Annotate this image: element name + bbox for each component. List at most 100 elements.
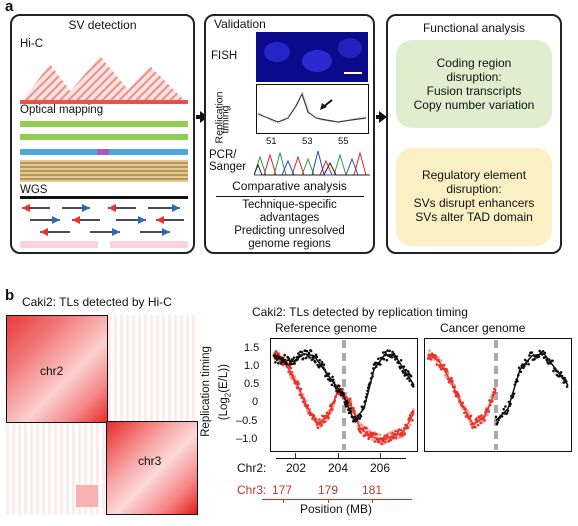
chr2-ref-point (390, 356, 394, 359)
flow-arrow-1-shaft (196, 115, 201, 119)
chr3-tick-mark-3 (372, 499, 373, 503)
chr3-cancer-line-point (469, 414, 473, 418)
rt-chart-title: Caki2: TLs detected by replication timin… (252, 305, 468, 319)
chr3-ref-line-point (378, 440, 381, 444)
chr3-ref-line-point (380, 442, 383, 446)
sv-detection-box: SV detection Hi-C Optical mapping WGS (10, 14, 195, 254)
chr2-axis-line (276, 458, 406, 459)
chr3-ref-point (305, 409, 309, 412)
chr2-ref-point (304, 356, 308, 360)
hic-translocation-signal (76, 485, 98, 507)
sanger-chromatogram (254, 150, 370, 176)
chr2-ref-point (308, 356, 311, 359)
chr3-ref-line-point (411, 410, 415, 413)
chr2-tick-202: 202 (286, 461, 307, 475)
optical-track-highlight (97, 149, 109, 155)
wgs-pink-bar-2 (110, 241, 188, 248)
chr2-ref-point (274, 361, 277, 364)
chr3-ref-line-point (384, 440, 387, 444)
chr3-ref-line-point (299, 387, 303, 391)
chr2-cancer-point (528, 354, 531, 357)
chr2-ref-point (293, 362, 296, 365)
fish-scale-bar (344, 72, 362, 74)
chr2-ref-point (358, 417, 361, 420)
chr3-ref-point (408, 423, 412, 426)
chr2-ref-point (300, 350, 304, 354)
chr3-cancer-point (453, 383, 456, 387)
chr2-ref-point (337, 384, 341, 388)
y-axis-label-2: (Log2(E/L)) (218, 364, 232, 420)
chr2-ref-point (399, 359, 403, 362)
chr2-ref-point (283, 353, 286, 357)
chr2-ref-point (412, 385, 415, 388)
chr3-ref-line-point (359, 431, 363, 434)
chr3-tick-181: 181 (362, 483, 383, 497)
chr2-tick-mark-3 (380, 453, 381, 458)
chr3-ref-line-point (289, 366, 293, 370)
chr3-cancer-point (437, 356, 440, 360)
chr3-ref-point (378, 433, 382, 436)
chr3-cancer-point (485, 413, 489, 417)
flow-arrow-2-icon (379, 111, 387, 123)
chr3-ref-line-point (394, 429, 397, 433)
comparative-divider (216, 196, 364, 197)
chr3-ref-point (345, 392, 348, 395)
chr2-cancer-point (523, 358, 527, 362)
chr3-tick-mark-2 (328, 499, 329, 503)
wgs-divider (20, 196, 188, 199)
comparative-title: Comparative analysis (232, 179, 347, 193)
regulatory-disruption-box: Regulatory element disruption: SVs disru… (396, 148, 552, 246)
chr2-ref-point (273, 353, 276, 357)
chr3-axis-label: Chr3: (237, 483, 267, 497)
validation-box: Validation FISH Replication timing 51 53… (204, 14, 375, 254)
optical-track-1 (20, 121, 188, 127)
chr2-ref-point (279, 362, 283, 365)
chr2-ref-point (406, 377, 409, 380)
chr3-cancer-point (493, 396, 496, 400)
chr3-cancer-line-point (426, 357, 430, 360)
chr2-ref-point (289, 362, 293, 366)
coding-disruption-box: Coding region disruption: Fusion transcr… (396, 40, 552, 128)
comparative-item-2: advantages (259, 212, 320, 224)
chr2-ref-point (388, 349, 391, 353)
chr3-ref-line-point (403, 432, 407, 436)
chr2-ref-point (309, 349, 313, 353)
hic-block-chr2 (6, 315, 108, 423)
chr3-cancer-point (493, 385, 497, 389)
chr3-ref-line-point (383, 434, 387, 438)
flow-arrow-2-shaft (376, 115, 380, 119)
chr3-ref-line-point (325, 411, 329, 415)
fish-image (256, 32, 368, 82)
chr3-tick-177: 177 (272, 483, 293, 497)
chr2-cancer-point (562, 381, 565, 384)
y-tick-0: 0 (252, 396, 259, 408)
subtitle-cancer: Cancer genome (440, 321, 526, 335)
chr3-cancer-line-point (445, 368, 448, 371)
chr3-cancer-point (481, 421, 485, 424)
comparative-item-1: Technique-specific (242, 199, 337, 211)
chr2-ref-point (320, 360, 324, 364)
chr3-ref-line-point (398, 433, 402, 437)
chr3-ref-line-point (389, 438, 393, 442)
chr3-cancer-line-point (476, 423, 480, 427)
hic-label-chr2: chr2 (40, 364, 64, 378)
chr2-cancer-point (505, 411, 509, 415)
y-tick-1.0: 1.0 (244, 360, 260, 372)
chr2-tick-204: 204 (328, 461, 349, 475)
hic-label: Hi-C (20, 38, 43, 50)
y-axis-label-el: (E/L)) (217, 364, 230, 393)
chr2-ref-point (344, 405, 348, 408)
fish-nucleus-3 (338, 38, 362, 58)
chr2-ref-point (305, 349, 309, 353)
chr3-cancer-point (466, 409, 469, 412)
chr3-cancer-line-point (480, 414, 483, 417)
y-tick-1.5: 1.5 (244, 342, 260, 354)
regulatory-line-4: SVs alter TAD domain (415, 210, 533, 224)
chr3-ref-line-point (288, 364, 291, 368)
chr3-axis-line (262, 499, 412, 500)
chr2-ref-point (295, 355, 299, 359)
chr3-cancer-line-point (429, 357, 433, 361)
chr2-ref-point (291, 358, 294, 361)
chr2-ref-point (382, 357, 386, 361)
coding-line-4: Copy number variation (413, 98, 535, 112)
